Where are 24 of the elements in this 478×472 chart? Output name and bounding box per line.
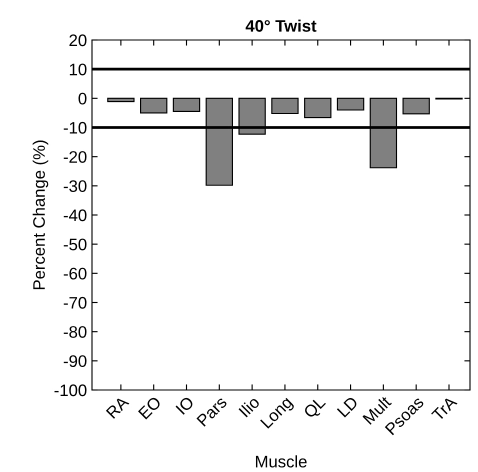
y-tick-label: -40: [64, 209, 86, 222]
x-axis-title: Muscle: [256, 455, 307, 468]
x-tick-label: Ilio: [238, 395, 260, 418]
chart-title: 40° Twist: [246, 20, 316, 32]
y-tick-label: 0: [78, 92, 86, 105]
y-axis-title: Percent Change (%): [32, 140, 48, 290]
y-tick-label: 20: [69, 34, 86, 46]
x-tick-label: EO: [138, 396, 162, 420]
x-tick-label: RA: [106, 395, 130, 419]
x-tick-label: QL: [302, 396, 328, 421]
y-tick-label: -60: [64, 268, 86, 280]
y-tick-label: -10: [64, 122, 86, 134]
y-tick-label: -20: [64, 151, 86, 163]
y-tick-label: -90: [64, 355, 86, 368]
y-tick-label: -80: [64, 326, 86, 338]
x-tick-label: IO: [175, 396, 195, 415]
y-tick-label: -100: [54, 384, 86, 396]
y-tick-label: -50: [64, 238, 86, 250]
x-tick-label: Pars: [196, 396, 228, 427]
x-tick-label: LD: [336, 396, 359, 418]
x-tick-label: TrA: [431, 395, 458, 422]
y-tick-label: -30: [64, 180, 86, 192]
y-tick-label: 10: [70, 64, 86, 76]
y-tick-label: -70: [64, 296, 86, 309]
